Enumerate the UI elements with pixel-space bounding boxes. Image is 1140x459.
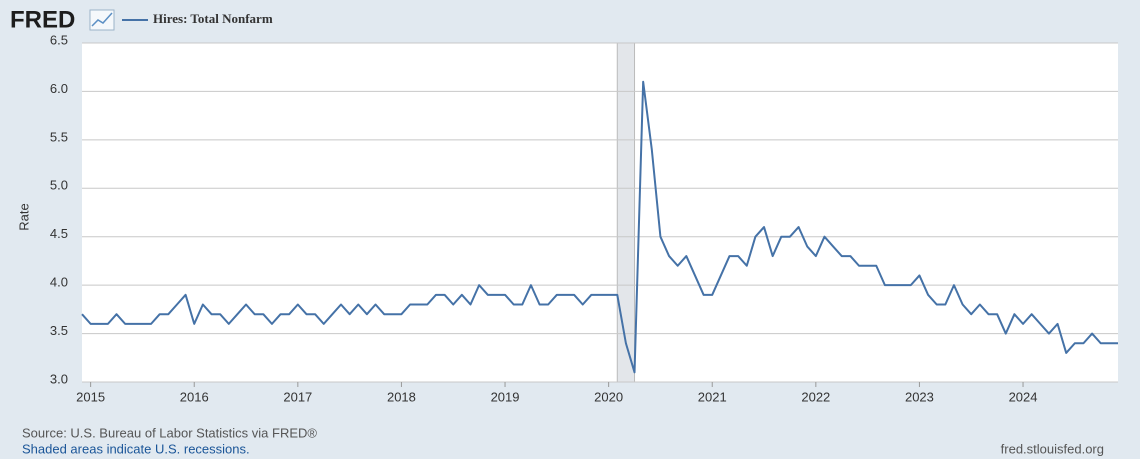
source: Source: U.S. Bureau of Labor Statistics … <box>22 425 317 440</box>
legend-label: Hires: Total Nonfarm <box>153 11 273 26</box>
recession-note[interactable]: Shaded areas indicate U.S. recessions. <box>22 441 250 456</box>
x-tick-label: 2017 <box>283 389 312 404</box>
x-tick-label: 2015 <box>76 389 105 404</box>
logo-icon-line <box>91 12 113 27</box>
y-tick-label: 4.5 <box>50 226 68 241</box>
x-tick-label: 2023 <box>905 389 934 404</box>
y-tick-label: 4.0 <box>50 275 68 290</box>
recession-shade <box>616 42 636 383</box>
x-tick-label: 2020 <box>594 389 623 404</box>
x-tick-label: 2021 <box>698 389 727 404</box>
logo-icon <box>89 9 115 31</box>
x-tick-label: 2024 <box>1009 389 1038 404</box>
series-line <box>81 80 1118 374</box>
y-tick-label: 6.0 <box>50 81 68 96</box>
site-link[interactable]: fred.stlouisfed.org <box>1001 441 1104 456</box>
y-tick-label: 3.0 <box>50 371 68 386</box>
logo: FRED <box>10 6 75 33</box>
x-tick-label: 2016 <box>180 389 209 404</box>
x-tick-label: 2018 <box>387 389 416 404</box>
x-tick-label: 2022 <box>801 389 830 404</box>
plot-area <box>82 43 1118 382</box>
x-tick-label: 2019 <box>491 389 520 404</box>
y-axis-label: Rate <box>16 203 31 230</box>
y-tick-label: 6.5 <box>50 32 68 47</box>
y-tick-label: 3.5 <box>50 323 68 338</box>
y-tick-label: 5.0 <box>50 178 68 193</box>
y-tick-label: 5.5 <box>50 129 68 144</box>
